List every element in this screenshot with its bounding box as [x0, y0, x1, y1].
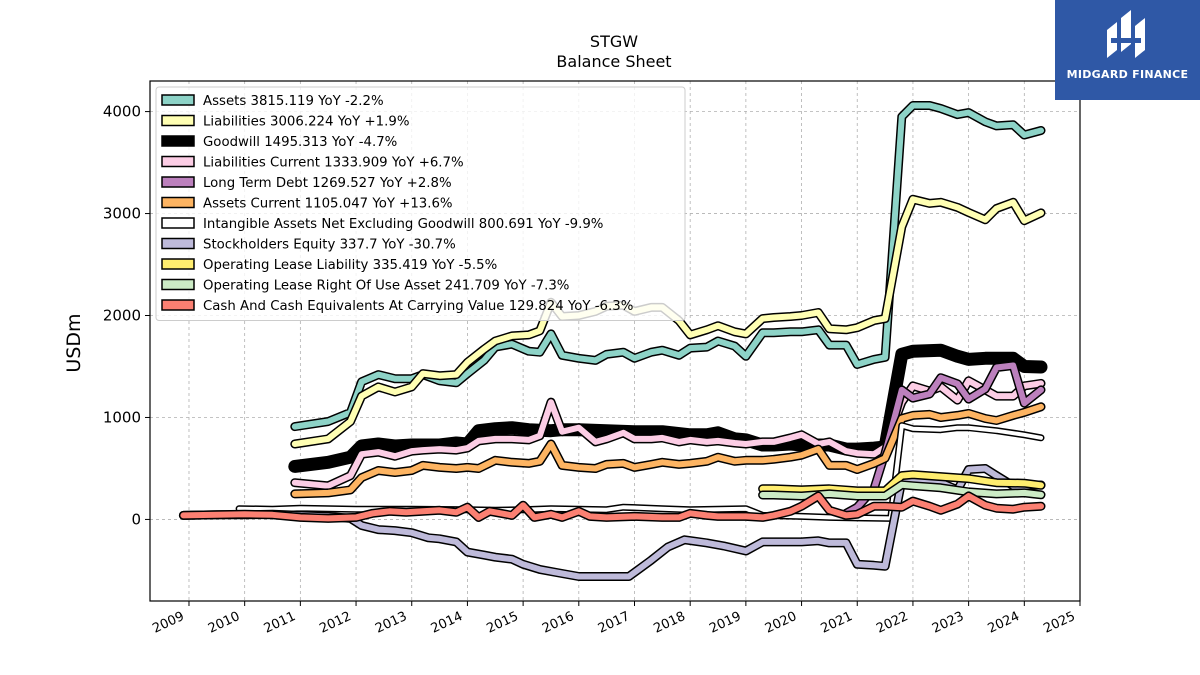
brand-name: MIDGARD FINANCE	[1066, 68, 1189, 81]
y-tick-label: 3000	[103, 205, 141, 223]
series-line-3	[291, 377, 1044, 489]
series-line-0	[291, 102, 1044, 430]
legend-label-0: Assets 3815.119 YoY -2.2%	[203, 94, 384, 109]
y-tick-label: 0	[131, 510, 141, 528]
legend-label-6: Intangible Assets Net Excluding Goodwill…	[203, 217, 603, 232]
legend-label-1: Liabilities 3006.224 YoY +1.9%	[203, 115, 409, 130]
legend-label-2: Goodwill 1495.313 YoY -4.7%	[203, 135, 397, 150]
legend-swatch-4	[161, 176, 195, 188]
series-line-5	[291, 403, 1044, 497]
legend-swatch-2	[161, 135, 195, 147]
legend-swatch-10	[161, 299, 195, 311]
legend-label-9: Operating Lease Right Of Use Asset 241.7…	[203, 279, 569, 294]
legend-swatch-7	[161, 237, 195, 250]
brand-logo: MIDGARD FINANCE	[1055, 0, 1200, 100]
legend-swatch-6	[161, 217, 195, 229]
chart-subtitle: Balance Sheet	[556, 52, 671, 71]
legend-box	[155, 86, 686, 321]
y-tick-label: 2000	[103, 307, 141, 325]
series-line-8	[759, 471, 1044, 494]
legend-swatch-1	[161, 114, 195, 127]
series-line-1	[291, 196, 1044, 447]
legend-label-10: Cash And Cash Equivalents At Carrying Va…	[203, 299, 633, 314]
y-tick-label: 4000	[103, 103, 141, 121]
series-lines	[178, 101, 1048, 581]
legend-swatch-8	[161, 258, 195, 270]
legend-swatch-5	[161, 196, 195, 209]
legend-swatch-9	[161, 278, 195, 291]
series-line-9	[759, 481, 1044, 499]
legend-label-4: Long Term Debt 1269.527 YoY +2.8%	[203, 176, 452, 191]
logo-mark-icon	[1107, 10, 1145, 58]
y-axis-label: USDm	[63, 313, 85, 372]
legend-label-8: Operating Lease Liability 335.419 YoY -5…	[203, 258, 497, 273]
legend-label-7: Stockholders Equity 337.7 YoY -30.7%	[203, 238, 456, 253]
y-tick-label: 1000	[103, 408, 141, 426]
legend-swatch-0	[161, 94, 195, 106]
series-line-10	[180, 493, 1044, 522]
legend-label-3: Liabilities Current 1333.909 YoY +6.7%	[203, 156, 464, 171]
legend-label-5: Assets Current 1105.047 YoY +13.6%	[203, 197, 453, 212]
chart-title: STGW	[590, 32, 638, 51]
plot-frame	[149, 80, 1081, 602]
legend: Assets 3815.119 YoY -2.2% Liabilities 300…	[155, 86, 686, 321]
legend-swatch-3	[161, 155, 195, 168]
series-line-4	[843, 362, 1044, 517]
